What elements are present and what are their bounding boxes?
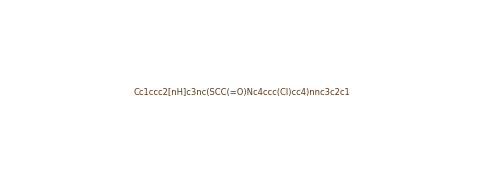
Text: Cc1ccc2[nH]c3nc(SCC(=O)Nc4ccc(Cl)cc4)nnc3c2c1: Cc1ccc2[nH]c3nc(SCC(=O)Nc4ccc(Cl)cc4)nnc… (134, 88, 350, 97)
